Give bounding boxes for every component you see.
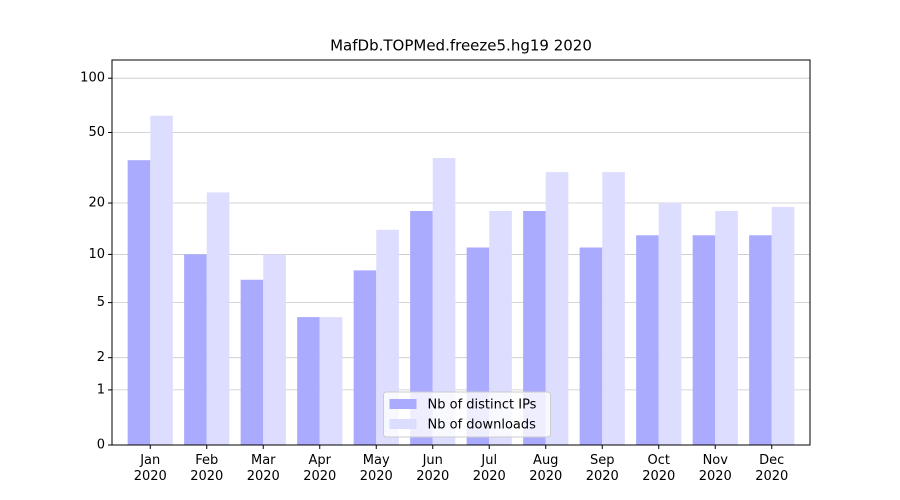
bar	[410, 210, 433, 445]
y-tick-label: 5	[97, 295, 105, 310]
x-tick-label: Oct 2020	[642, 453, 676, 484]
legend-label: Nb of distinct IPs	[428, 398, 537, 413]
plot-frame	[111, 59, 811, 446]
y-tick-label: 1	[97, 382, 105, 397]
bar	[602, 172, 625, 445]
bar	[353, 270, 377, 445]
y-tick-label: 50	[88, 125, 105, 140]
legend-box	[383, 391, 551, 438]
bar	[692, 235, 716, 445]
bar	[376, 229, 399, 445]
bar	[319, 317, 343, 445]
bar	[545, 172, 569, 445]
y-tick-label: 20	[88, 196, 105, 211]
bar	[636, 235, 659, 445]
bar	[206, 192, 230, 445]
bar	[523, 210, 546, 445]
bar	[489, 210, 512, 445]
legend-label: Nb of downloads	[428, 418, 537, 433]
bar	[240, 279, 264, 445]
bar	[150, 115, 173, 445]
bar	[579, 247, 603, 445]
chart-title: MafDb.TOPMed.freeze5.hg19 2020	[330, 37, 592, 55]
bar	[771, 206, 795, 445]
x-tick-label: May 2020	[359, 453, 393, 484]
x-tick-label: Jun 2020	[416, 453, 450, 484]
y-tick-label: 100	[80, 71, 105, 86]
bar	[658, 203, 682, 445]
x-tick-label: Mar 2020	[246, 453, 280, 484]
legend-swatch	[389, 399, 417, 409]
bar	[715, 210, 738, 445]
bar	[749, 235, 772, 445]
x-tick-label: Feb 2020	[190, 453, 224, 484]
x-tick-label: Sep 2020	[585, 453, 619, 484]
legend: Nb of distinct IPs Nb of downloads	[383, 391, 551, 438]
bar	[127, 160, 151, 446]
x-tick-label: Dec 2020	[755, 453, 789, 484]
bar	[263, 254, 286, 445]
y-tick-label: 10	[88, 247, 105, 262]
y-tick-label: 0	[97, 438, 105, 453]
bar	[184, 254, 207, 445]
x-tick-label: Aug 2020	[529, 453, 563, 484]
y-tick-label: 2	[97, 350, 105, 365]
x-tick-label: Jan 2020	[133, 453, 167, 484]
x-tick-label: Jul 2020	[472, 453, 506, 484]
x-tick-label: Nov 2020	[698, 453, 732, 484]
bar	[432, 158, 456, 445]
legend-swatch	[389, 419, 417, 429]
x-tick-label: Apr 2020	[303, 453, 337, 484]
bar	[297, 317, 320, 445]
